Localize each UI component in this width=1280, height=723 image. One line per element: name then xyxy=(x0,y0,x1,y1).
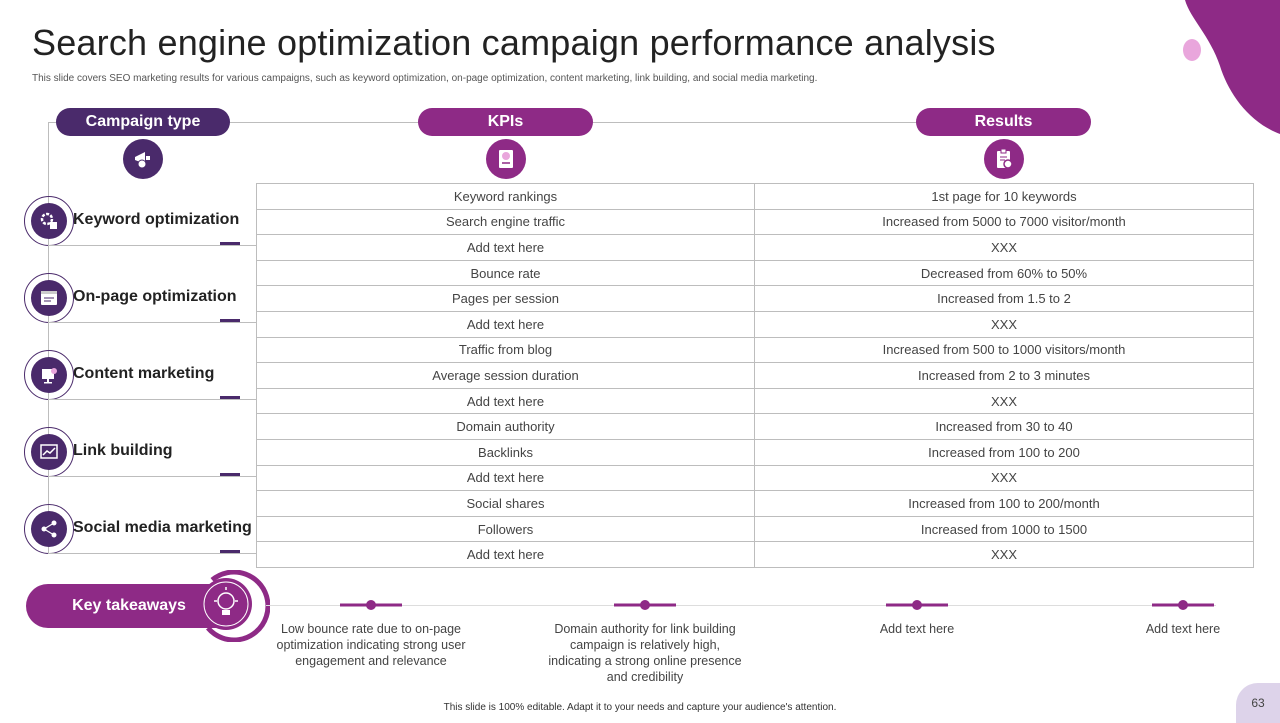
category-label: Link building xyxy=(73,442,173,459)
page-number-badge: 63 xyxy=(1236,683,1280,723)
kpi-cell: Add text here xyxy=(256,464,755,492)
table-row: Keyword rankings 1st page for 10 keywords xyxy=(256,183,1254,210)
table-row: Add text here XXX xyxy=(256,464,1254,492)
kpi-cell: Bounce rate xyxy=(256,259,755,287)
kpi-cell: Add text here xyxy=(256,387,755,415)
takeaway-text-2: Domain authority for link building campa… xyxy=(548,622,742,684)
share-network-icon xyxy=(31,511,67,547)
table-row: Backlinks Increased from 100 to 200 xyxy=(256,438,1254,466)
table-row: Social shares Increased from 100 to 200/m… xyxy=(256,490,1254,517)
takeaway-marker-2 xyxy=(614,600,676,610)
category-label: Social media marketing xyxy=(73,519,252,536)
kpi-cell: Add text here xyxy=(256,541,755,568)
takeaway-text-3: Add text here xyxy=(879,622,955,636)
result-cell: Increased from 100 to 200 xyxy=(754,438,1254,466)
category-label: Content marketing xyxy=(73,365,215,382)
category-content-marketing: Content marketing xyxy=(24,350,256,402)
table-row: Pages per session Increased from 1.5 to 2 xyxy=(256,285,1254,312)
result-cell: Increased from 5000 to 7000 visitor/mont… xyxy=(754,208,1254,236)
result-cell: Increased from 1000 to 1500 xyxy=(754,515,1254,543)
kpis-header: KPIs xyxy=(418,108,593,136)
footer-note: This slide is 100% editable. Adapt it to… xyxy=(443,702,837,713)
table-row: Domain authority Increased from 30 to 40 xyxy=(256,413,1254,440)
category-social-media-marketing: Social media marketing xyxy=(24,504,256,556)
frame-left-line xyxy=(48,122,49,554)
category-keyword-optimization: Keyword optimization xyxy=(24,196,256,248)
kpi-cell: Backlinks xyxy=(256,438,755,466)
table-row: Add text here XXX xyxy=(256,310,1254,338)
takeaway-connector-line xyxy=(266,605,1216,606)
result-cell: XXX xyxy=(754,541,1254,568)
category-label: Keyword optimization xyxy=(73,211,240,228)
link-chart-icon xyxy=(31,434,67,470)
results-clipboard-icon xyxy=(984,139,1024,179)
page-subtitle: This slide covers SEO marketing results … xyxy=(32,73,818,84)
result-cell: Decreased from 60% to 50% xyxy=(754,259,1254,287)
key-takeaways-label: Key takeaways xyxy=(72,597,186,614)
kpi-cell: Add text here xyxy=(256,234,755,261)
kpi-cell: Keyword rankings xyxy=(256,183,755,210)
results-header: Results xyxy=(916,108,1091,136)
result-cell: Increased from 2 to 3 minutes xyxy=(754,362,1254,389)
table-row: Traffic from blog Increased from 500 to 1… xyxy=(256,336,1254,364)
table-row: Followers Increased from 1000 to 1500 xyxy=(256,515,1254,543)
result-cell: XXX xyxy=(754,234,1254,261)
kpi-cell: Domain authority xyxy=(256,413,755,440)
category-on-page-optimization: On-page optimization xyxy=(24,273,256,325)
kpi-cell: Pages per session xyxy=(256,285,755,312)
result-cell: XXX xyxy=(754,310,1254,338)
category-label: On-page optimization xyxy=(73,288,237,305)
kpi-cell: Traffic from blog xyxy=(256,336,755,364)
takeaway-text-4: Add text here xyxy=(1145,622,1221,636)
key-takeaways-bulb-badge xyxy=(198,570,270,642)
table-row: Search engine traffic Increased from 5000… xyxy=(256,208,1254,236)
result-cell: Increased from 1.5 to 2 xyxy=(754,285,1254,312)
webpage-icon xyxy=(31,280,67,316)
keyword-settings-icon xyxy=(31,203,67,239)
kpi-cell: Average session duration xyxy=(256,362,755,389)
table-row: Add text here XXX xyxy=(256,541,1254,568)
kpi-cell: Followers xyxy=(256,515,755,543)
table-row: Add text here XXX xyxy=(256,234,1254,261)
result-cell: XXX xyxy=(754,464,1254,492)
kpi-cell: Social shares xyxy=(256,490,755,517)
result-cell: Increased from 30 to 40 xyxy=(754,413,1254,440)
takeaway-text-1: Low bounce rate due to on-page optimizat… xyxy=(276,622,466,668)
page-number: 63 xyxy=(1251,696,1265,710)
takeaway-marker-1 xyxy=(340,600,402,610)
page-title: Search engine optimization campaign perf… xyxy=(32,22,996,63)
kpi-results-table: Keyword rankings 1st page for 10 keywords… xyxy=(256,183,1254,568)
content-screen-icon xyxy=(31,357,67,393)
result-cell: 1st page for 10 keywords xyxy=(754,183,1254,210)
table-row: Bounce rate Decreased from 60% to 50% xyxy=(256,259,1254,287)
category-link-building: Link building xyxy=(24,427,256,479)
kpi-cell: Add text here xyxy=(256,310,755,338)
takeaway-marker-4 xyxy=(1152,600,1214,610)
campaign-type-header: Campaign type xyxy=(56,108,230,136)
kpi-report-icon xyxy=(486,139,526,179)
megaphone-icon xyxy=(123,139,163,179)
corner-decoration xyxy=(1183,0,1280,134)
table-row: Add text here XXX xyxy=(256,387,1254,415)
result-cell: XXX xyxy=(754,387,1254,415)
takeaway-marker-3 xyxy=(886,600,948,610)
result-cell: Increased from 500 to 1000 visitors/mont… xyxy=(754,336,1254,364)
table-row: Average session duration Increased from 2… xyxy=(256,362,1254,389)
bulb-icon xyxy=(214,590,242,618)
result-cell: Increased from 100 to 200/month xyxy=(754,490,1254,517)
kpi-cell: Search engine traffic xyxy=(256,208,755,236)
